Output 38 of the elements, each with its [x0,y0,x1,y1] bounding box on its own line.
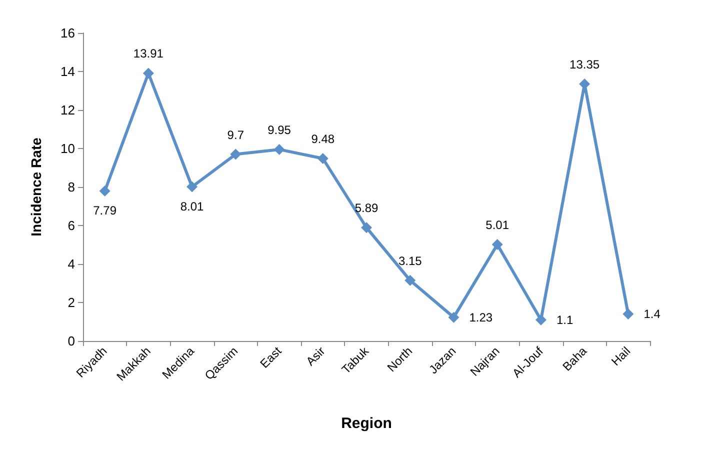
point [448,312,460,323]
data-label: 1.4 [644,307,661,322]
point [99,186,110,197]
data-label: 5.01 [486,218,510,232]
point [274,144,285,155]
y-tick-label: 10 [60,141,75,156]
point [361,222,372,234]
point [230,148,242,160]
x-tick-label: Hail [608,344,634,369]
point [535,314,546,326]
y-tick-label: 16 [60,26,75,40]
y-tick-label: 12 [60,102,75,118]
point [186,181,198,192]
data-label: 13.91 [133,46,164,61]
data-label: 1.23 [469,310,493,324]
data-label: 13.35 [570,58,600,72]
x-tick-label: Asir [303,344,328,369]
y-axis-title: Incidence Rate [28,137,44,236]
point [492,239,503,250]
x-axis-title: Region [341,415,392,432]
data-label: 8.01 [180,199,204,214]
y-tick-label: 8 [68,180,75,194]
y-tick-label: 6 [68,218,75,233]
y-tick-label: 0 [68,334,75,348]
y-tick-label: 4 [68,256,75,272]
point [142,68,154,79]
y-tick-label: 14 [60,64,75,79]
point [404,274,416,286]
data-label: 3.15 [398,254,422,268]
data-label: 7.79 [93,204,117,218]
data-label: 9.95 [268,122,292,137]
data-label: 9.48 [311,132,335,146]
data-label: 1.1 [556,312,574,327]
point [317,153,328,164]
point [622,308,634,320]
y-tick-label: 2 [68,295,75,310]
data-label: 5.89 [354,201,378,216]
data-label: 9.7 [227,128,244,142]
